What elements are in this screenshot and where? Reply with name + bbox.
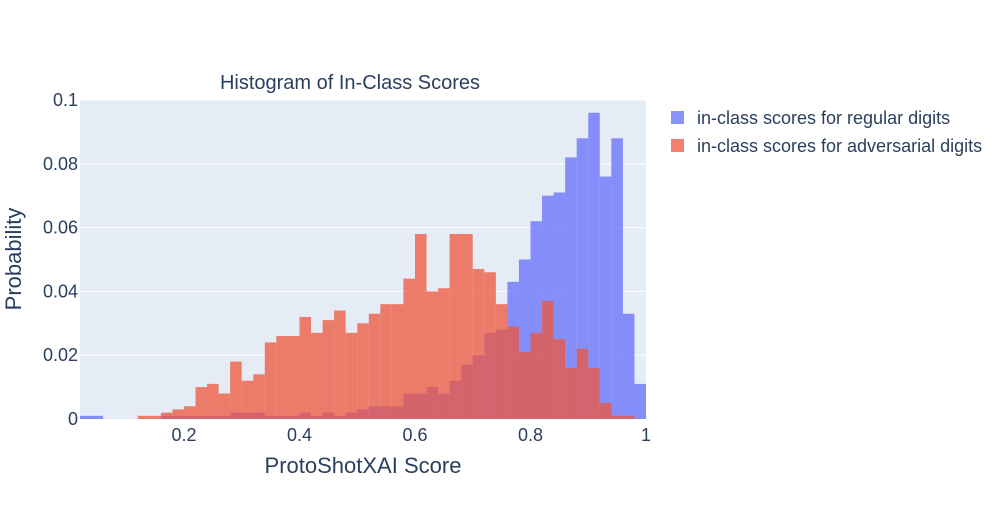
bar-adversarial	[195, 387, 208, 419]
bar-adversarial	[207, 383, 219, 419]
bar-adversarial	[518, 352, 531, 419]
bar-regular	[576, 138, 589, 419]
legend-item-regular[interactable]: in-class scores for regular digits	[671, 108, 950, 128]
bar-adversarial	[495, 304, 508, 419]
bar-adversarial	[622, 415, 635, 419]
axes: 0 0.02 0.04 0.06 0.08 0.1 0.2 0.4 0.6 0.8 1	[43, 90, 651, 445]
bar-adversarial	[565, 367, 577, 419]
y-axis-title: Probability	[1, 208, 26, 311]
bar-regular	[588, 112, 600, 419]
x-tick-label: 1	[641, 425, 651, 445]
bar-adversarial	[414, 233, 427, 419]
bar-adversarial	[611, 415, 623, 419]
bars	[80, 112, 646, 420]
bar-adversarial	[160, 412, 173, 419]
bar-adversarial	[287, 336, 300, 419]
legend[interactable]: in-class scores for regular digits in-cl…	[671, 108, 982, 156]
x-tick-label: 0.4	[287, 425, 312, 445]
y-tick-label: 0.08	[43, 154, 78, 174]
bar-adversarial	[576, 348, 589, 419]
bar-adversarial	[438, 288, 450, 419]
bar-adversarial	[461, 233, 473, 419]
bar-adversarial	[553, 339, 566, 419]
bar-regular	[565, 157, 577, 420]
bar-adversarial	[507, 326, 519, 419]
bar-adversarial	[299, 316, 312, 419]
x-tick-label: 0.6	[402, 425, 427, 445]
legend-swatch-regular	[671, 111, 684, 124]
bar-adversarial	[391, 304, 404, 419]
y-tick-label: 0.06	[43, 218, 78, 238]
bar-adversarial	[403, 278, 415, 419]
bar-regular	[80, 415, 92, 419]
bar-regular	[611, 138, 623, 419]
y-tick-label: 0.1	[53, 90, 78, 110]
x-tick-label: 0.2	[171, 425, 196, 445]
bar-regular	[599, 176, 612, 419]
y-tick-label: 0.02	[43, 345, 78, 365]
legend-item-adversarial[interactable]: in-class scores for adversarial digits	[671, 136, 982, 156]
bar-regular	[622, 313, 635, 419]
legend-swatch-adversarial	[671, 139, 684, 152]
bar-adversarial	[345, 332, 358, 419]
bar-adversarial	[380, 304, 392, 419]
bar-adversarial	[588, 367, 600, 419]
bar-adversarial	[426, 291, 439, 419]
bar-adversarial	[472, 269, 485, 419]
bar-adversarial	[172, 409, 184, 419]
bar-adversarial	[599, 403, 612, 419]
bar-adversarial	[137, 415, 150, 419]
x-axis-title: ProtoShotXAI Score	[265, 453, 462, 478]
bar-adversarial	[276, 336, 288, 419]
bar-regular	[530, 221, 543, 419]
y-tick-label: 0.04	[43, 281, 78, 301]
bar-adversarial	[218, 393, 231, 419]
x-tick-label: 0.8	[518, 425, 543, 445]
bar-adversarial	[530, 332, 543, 419]
bar-adversarial	[484, 272, 496, 419]
bar-adversarial	[322, 320, 335, 419]
bar-regular	[634, 383, 646, 419]
bar-regular	[91, 415, 104, 419]
bar-adversarial	[357, 323, 369, 419]
legend-label-adversarial: in-class scores for adversarial digits	[697, 136, 982, 156]
bar-regular	[553, 192, 566, 419]
bar-adversarial	[241, 380, 254, 419]
chart-title: Histogram of In-Class Scores	[220, 72, 480, 94]
bar-regular	[518, 259, 531, 419]
bar-adversarial	[230, 361, 242, 419]
bar-adversarial	[311, 332, 323, 419]
y-tick-label: 0	[68, 409, 78, 429]
legend-label-regular: in-class scores for regular digits	[697, 108, 950, 128]
bar-adversarial	[264, 342, 277, 419]
bar-adversarial	[149, 415, 161, 419]
bar-adversarial	[449, 233, 462, 419]
bar-adversarial	[542, 300, 554, 419]
bar-adversarial	[334, 310, 346, 419]
bar-adversarial	[368, 313, 381, 419]
bar-adversarial	[183, 406, 196, 419]
bar-adversarial	[253, 374, 265, 419]
